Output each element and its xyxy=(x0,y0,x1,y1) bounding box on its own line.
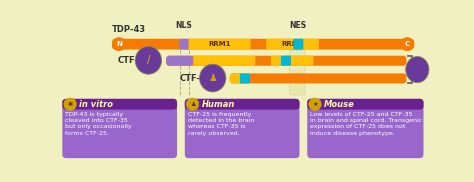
Text: RRM1: RRM1 xyxy=(209,41,231,47)
Text: Mouse: Mouse xyxy=(324,100,355,109)
FancyBboxPatch shape xyxy=(185,99,300,158)
Text: CTF-25 is frequently
detected in the brain
whereas CTF-35 is
rarely observed.: CTF-25 is frequently detected in the bra… xyxy=(188,112,255,136)
Text: /: / xyxy=(146,55,150,65)
Text: ✱: ✱ xyxy=(67,102,73,107)
Text: Low levels of CTF-25 and CTF-35
in brain and spinal cord. Transgenic
expression : Low levels of CTF-25 and CTF-35 in brain… xyxy=(310,112,423,136)
Text: in vitro: in vitro xyxy=(80,100,113,109)
FancyBboxPatch shape xyxy=(63,99,177,110)
Text: TDP-43 is typically
cleaved into CTF-35
but only occasionally
forms CTF-25.: TDP-43 is typically cleaved into CTF-35 … xyxy=(65,112,132,136)
Text: ★: ★ xyxy=(312,102,318,107)
Ellipse shape xyxy=(112,37,126,51)
Ellipse shape xyxy=(64,98,76,110)
Ellipse shape xyxy=(186,98,199,110)
FancyBboxPatch shape xyxy=(179,39,189,50)
FancyBboxPatch shape xyxy=(307,99,423,158)
Text: TDP-43: TDP-43 xyxy=(112,25,146,34)
FancyBboxPatch shape xyxy=(271,56,313,66)
Ellipse shape xyxy=(406,56,429,83)
FancyBboxPatch shape xyxy=(166,56,193,66)
FancyBboxPatch shape xyxy=(307,99,423,110)
FancyBboxPatch shape xyxy=(185,99,300,110)
Ellipse shape xyxy=(309,98,321,110)
FancyBboxPatch shape xyxy=(240,73,250,83)
Ellipse shape xyxy=(400,37,414,51)
FancyBboxPatch shape xyxy=(290,50,305,95)
FancyBboxPatch shape xyxy=(193,56,255,66)
Text: CTF-25: CTF-25 xyxy=(179,74,212,83)
Text: NLS: NLS xyxy=(176,21,192,29)
FancyBboxPatch shape xyxy=(290,70,305,95)
Ellipse shape xyxy=(135,46,162,74)
FancyBboxPatch shape xyxy=(112,39,414,50)
Text: Human: Human xyxy=(202,100,235,109)
FancyBboxPatch shape xyxy=(230,73,406,83)
Text: RRM2: RRM2 xyxy=(282,41,304,47)
Text: C: C xyxy=(405,41,410,47)
FancyBboxPatch shape xyxy=(166,56,406,66)
FancyBboxPatch shape xyxy=(189,39,251,50)
Text: CTF-35: CTF-35 xyxy=(118,56,150,65)
FancyBboxPatch shape xyxy=(230,73,249,83)
Ellipse shape xyxy=(200,64,226,92)
Text: ♟: ♟ xyxy=(209,73,217,83)
FancyBboxPatch shape xyxy=(281,56,291,66)
Text: NES: NES xyxy=(290,21,307,29)
FancyBboxPatch shape xyxy=(63,99,177,158)
Text: ♟: ♟ xyxy=(190,102,195,107)
Text: N: N xyxy=(116,41,122,47)
FancyBboxPatch shape xyxy=(266,39,319,50)
FancyBboxPatch shape xyxy=(293,39,303,50)
